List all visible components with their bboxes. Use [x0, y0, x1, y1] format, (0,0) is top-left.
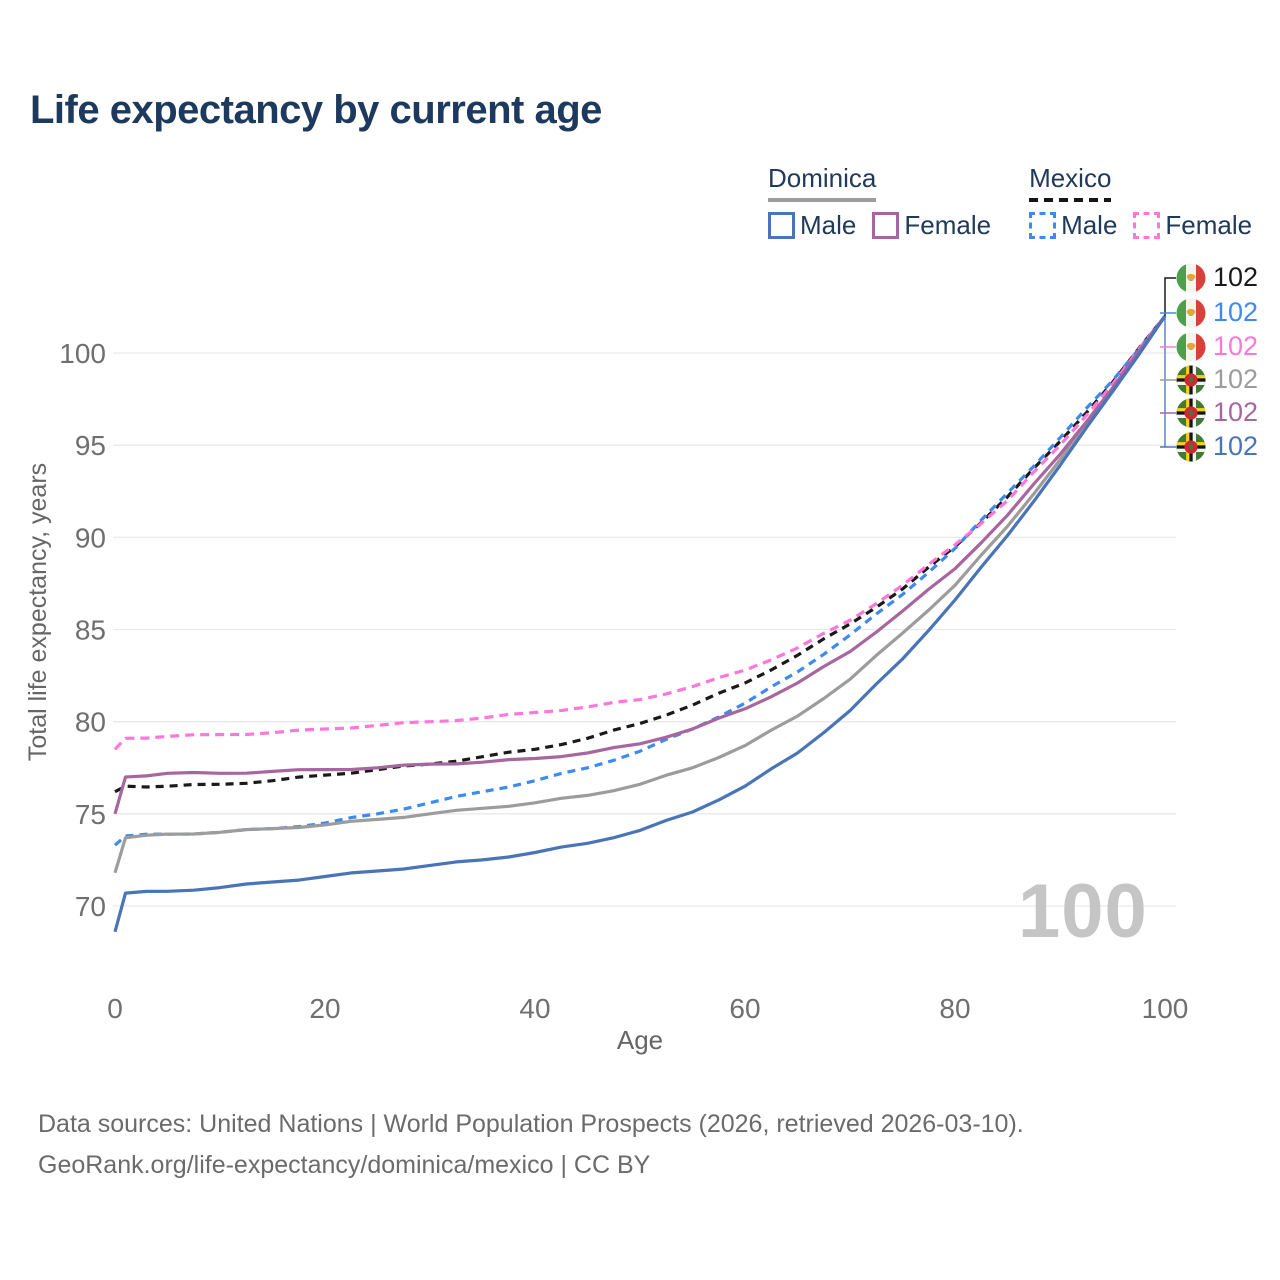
y-tick-label: 70	[75, 891, 106, 922]
legend-group-label: Mexico	[1029, 163, 1112, 193]
legend-items: Male Female	[1029, 210, 1252, 241]
legend-item-dominica-female[interactable]: Female	[872, 210, 991, 241]
x-tick-label: 60	[729, 993, 760, 1024]
x-tick-label: 20	[309, 993, 340, 1024]
legend-line-sample-dashed	[1029, 198, 1112, 202]
x-axis-title: Age	[617, 1025, 663, 1055]
x-tick-label: 0	[107, 993, 123, 1024]
legend-items: Male Female	[768, 210, 991, 241]
series-mexico-total[interactable]	[114, 315, 1167, 794]
legend-item-label: Female	[1165, 210, 1253, 240]
y-tick-label: 100	[59, 338, 106, 369]
series-mexico-male[interactable]	[113, 315, 1167, 847]
series-dominica-female[interactable]	[113, 315, 1167, 815]
footer-link: GeoRank.org/life-expectancy/dominica/mex…	[38, 1151, 651, 1179]
dominica-flag-icon	[1176, 365, 1206, 394]
series-mexico-female[interactable]	[113, 315, 1167, 751]
legend-line-sample-solid	[768, 198, 877, 202]
series-dominica-male[interactable]	[113, 315, 1167, 933]
y-tick-label: 95	[75, 430, 106, 461]
page-title: Life expectancy by current age	[30, 88, 602, 132]
y-axis-title: Total life expectancy, years	[24, 463, 52, 761]
end-label-value: 102	[1213, 397, 1259, 427]
x-tick-label: 40	[519, 993, 550, 1024]
x-tick-label: 100	[1142, 993, 1189, 1024]
footer-sources: Data sources: United Nations | World Pop…	[38, 1110, 1024, 1138]
mexico-flag-icon	[1176, 298, 1206, 327]
footer: Data sources: United Nations | World Pop…	[38, 1104, 1024, 1186]
legend-swatch	[872, 212, 900, 239]
mexico-flag-icon	[1176, 263, 1206, 292]
connector-line	[1164, 277, 1176, 317]
legend-group-label: Dominica	[768, 163, 877, 193]
y-tick-label: 85	[75, 615, 106, 646]
y-tick-label: 75	[75, 799, 106, 830]
legend-item-mexico-female[interactable]: Female	[1133, 210, 1252, 241]
legend-item-label: Male	[800, 210, 857, 240]
end-label-dominica-total: 102	[1176, 364, 1258, 395]
legend-group-mexico: Mexico Male Female	[1029, 163, 1252, 241]
legend-swatch	[1029, 212, 1057, 239]
end-label-value: 102	[1213, 331, 1259, 361]
legend-swatch	[768, 212, 795, 239]
age-counter: 100	[1018, 869, 1148, 954]
dominica-flag-icon	[1176, 398, 1206, 427]
end-label-value: 102	[1213, 431, 1259, 461]
dominica-flag-icon	[1176, 432, 1206, 461]
legend-item-dominica-male[interactable]: Male	[768, 210, 856, 241]
legend-item-label: Male	[1061, 210, 1118, 240]
end-label-mexico-total: 102	[1176, 262, 1258, 293]
y-tick-label: 90	[75, 522, 106, 553]
mexico-flag-icon	[1176, 332, 1206, 361]
legend-group-dominica: Dominica Male Female	[768, 163, 991, 241]
end-label-value: 102	[1213, 364, 1259, 394]
legend-item-mexico-male[interactable]: Male	[1029, 210, 1117, 241]
legend-swatch	[1133, 212, 1161, 239]
legend-group-title-mexico[interactable]: Mexico	[1029, 163, 1112, 202]
end-label-dominica-male: 102	[1176, 431, 1258, 462]
end-label-value: 102	[1213, 262, 1259, 292]
series-dominica-total[interactable]	[113, 315, 1167, 874]
x-tick-label: 80	[939, 993, 970, 1024]
end-label-value: 102	[1213, 297, 1259, 327]
end-label-dominica-female: 102	[1176, 397, 1258, 428]
end-label-mexico-female: 102	[1176, 331, 1258, 362]
end-label-mexico-male: 102	[1176, 297, 1258, 328]
legend: Dominica Male Female Mexico Male Female	[768, 163, 1252, 241]
legend-group-title-dominica[interactable]: Dominica	[768, 163, 877, 202]
y-tick-label: 80	[75, 707, 106, 738]
legend-item-label: Female	[904, 210, 992, 240]
